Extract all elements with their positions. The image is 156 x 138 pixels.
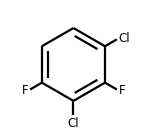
Text: F: F [119,84,125,97]
Text: Cl: Cl [119,32,130,45]
Text: F: F [22,84,28,97]
Text: Cl: Cl [68,117,79,130]
